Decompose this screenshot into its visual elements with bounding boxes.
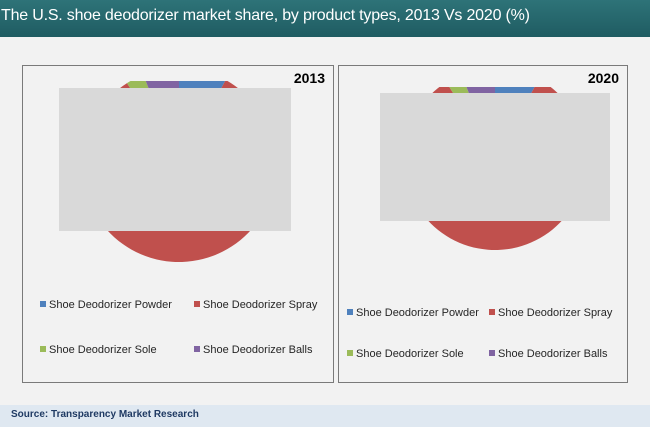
legend-swatch-spray [194, 301, 200, 307]
legend-label: Shoe Deodorizer Balls [498, 348, 608, 360]
legend-item-spray: Shoe Deodorizer Spray [194, 299, 317, 311]
legend-swatch-sole [347, 350, 353, 356]
legend-label: Shoe Deodorizer Sole [49, 344, 157, 356]
legend-item-powder: Shoe Deodorizer Powder [347, 307, 479, 319]
legend-swatch-balls [489, 350, 495, 356]
legend-item-sole: Shoe Deodorizer Sole [347, 348, 464, 360]
legend-swatch-powder [40, 301, 46, 307]
panel-year-label: 2020 [587, 70, 619, 86]
chart-title: The U.S. shoe deodorizer market share, b… [1, 7, 530, 24]
legend-swatch-balls [194, 346, 200, 352]
pie-chart-2013 [59, 81, 291, 262]
legend-label: Shoe Deodorizer Spray [498, 307, 613, 319]
legend-label: Shoe Deodorizer Powder [356, 307, 479, 319]
legend-swatch-sole [40, 346, 46, 352]
legend-item-sole: Shoe Deodorizer Sole [40, 344, 157, 356]
chart-panel-2013: 2013 Shoe Deodorizer Powder Shoe Deodori… [22, 65, 334, 383]
pie-overlay-box [380, 93, 610, 221]
legend-item-spray: Shoe Deodorizer Spray [489, 307, 612, 319]
legend-swatch-spray [489, 309, 495, 315]
legend-item-powder: Shoe Deodorizer Powder [40, 299, 172, 311]
panel-year-label: 2013 [293, 70, 325, 86]
title-bar: The U.S. shoe deodorizer market share, b… [0, 0, 650, 37]
legend-label: Shoe Deodorizer Balls [203, 344, 313, 356]
legend-swatch-powder [347, 309, 353, 315]
pie-chart-2020 [380, 87, 610, 250]
pie-overlay-box [59, 88, 291, 231]
legend-item-balls: Shoe Deodorizer Balls [489, 348, 607, 360]
footer: Source: Transparency Market Research [0, 405, 650, 427]
legend-label: Shoe Deodorizer Sole [356, 348, 464, 360]
source-note: Source: Transparency Market Research [11, 409, 199, 420]
legend-label: Shoe Deodorizer Spray [203, 299, 318, 311]
chart-panel-2020: 2020 Shoe Deodorizer Powder Shoe Deodori… [338, 65, 628, 383]
legend-item-balls: Shoe Deodorizer Balls [194, 344, 312, 356]
legend-label: Shoe Deodorizer Powder [49, 299, 172, 311]
